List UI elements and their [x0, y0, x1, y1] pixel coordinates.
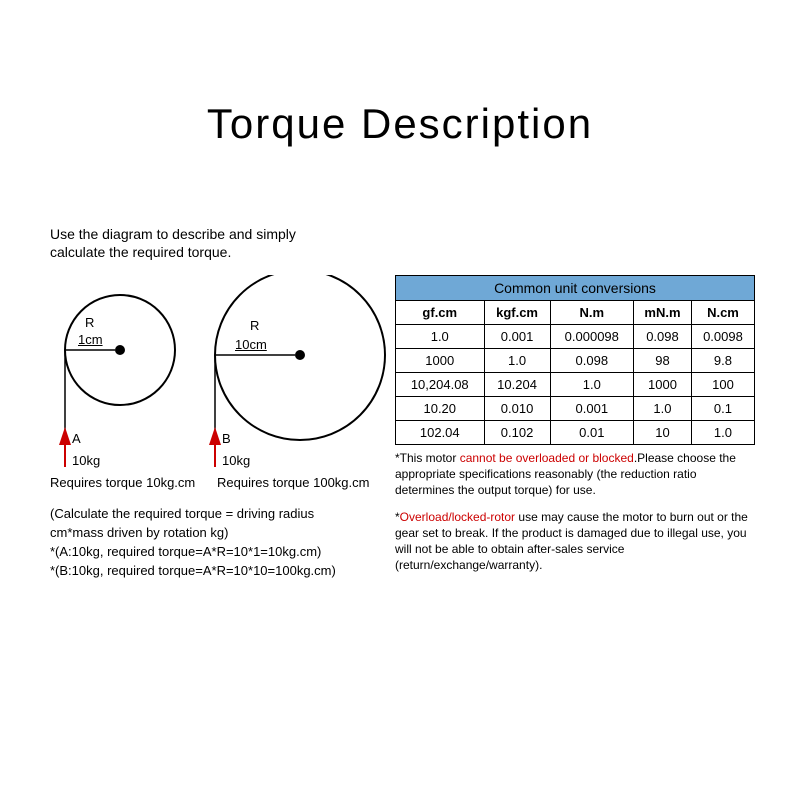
- table-units-row: gf.cm kgf.cm N.m mN.m N.cm: [396, 301, 755, 325]
- formula-l3: *(A:10kg, required torque=A*R=10*1=10kg.…: [50, 544, 321, 559]
- formula-l2: cm*mass driven by rotation kg): [50, 525, 228, 540]
- requires-b: Requires torque 100kg.cm: [217, 475, 369, 490]
- arrow-b: [209, 427, 221, 445]
- note1-pre: *This motor: [395, 451, 460, 465]
- circle-a-center: [115, 345, 125, 355]
- diagram-svg: [50, 275, 390, 475]
- note2-red: Overload/locked-rotor: [400, 510, 515, 524]
- requires-a: Requires torque 10kg.cm: [50, 475, 195, 490]
- unit-3: mN.m: [634, 301, 692, 325]
- circle-a-weight: 10kg: [72, 453, 100, 468]
- conversion-table: Common unit conversions gf.cm kgf.cm N.m…: [395, 275, 755, 445]
- formula-l4: *(B:10kg, required torque=A*R=10*10=100k…: [50, 563, 336, 578]
- table-title: Common unit conversions: [396, 276, 755, 301]
- table-row: 102.040.1020.01101.0: [396, 421, 755, 445]
- table-row: 1.00.0010.0000980.0980.0098: [396, 325, 755, 349]
- formula-block: (Calculate the required torque = driving…: [50, 505, 336, 580]
- table-row: 10001.00.098989.8: [396, 349, 755, 373]
- circle-b-r: R: [250, 318, 259, 333]
- circle-b-weight: 10kg: [222, 453, 250, 468]
- note-2: *Overload/locked-rotor use may cause the…: [395, 509, 755, 574]
- table-row: 10,204.0810.2041.01000100: [396, 373, 755, 397]
- intro-line2: calculate the required torque.: [50, 244, 231, 260]
- intro-text: Use the diagram to describe and simply c…: [50, 225, 296, 261]
- notes-block: *This motor cannot be overloaded or bloc…: [395, 450, 755, 583]
- circle-b-radius: 10cm: [235, 337, 267, 352]
- unit-0: gf.cm: [396, 301, 485, 325]
- unit-2: N.m: [550, 301, 633, 325]
- circle-a-label: A: [72, 431, 81, 446]
- arrow-a: [59, 427, 71, 445]
- circle-a-r: R: [85, 315, 94, 330]
- note1-red: cannot be overloaded or blocked: [460, 451, 634, 465]
- circle-b-center: [295, 350, 305, 360]
- intro-line1: Use the diagram to describe and simply: [50, 226, 296, 242]
- unit-1: kgf.cm: [484, 301, 550, 325]
- formula-l1: (Calculate the required torque = driving…: [50, 506, 314, 521]
- torque-diagram: R 1cm A 10kg R 10cm B 10kg: [50, 275, 390, 475]
- page-title: Torque Description: [0, 100, 800, 148]
- unit-4: N.cm: [691, 301, 754, 325]
- circle-b-label: B: [222, 431, 231, 446]
- circle-a-radius: 1cm: [78, 332, 103, 347]
- table-row: 10.200.0100.0011.00.1: [396, 397, 755, 421]
- conversion-table-wrap: Common unit conversions gf.cm kgf.cm N.m…: [395, 275, 755, 445]
- note-1: *This motor cannot be overloaded or bloc…: [395, 450, 755, 499]
